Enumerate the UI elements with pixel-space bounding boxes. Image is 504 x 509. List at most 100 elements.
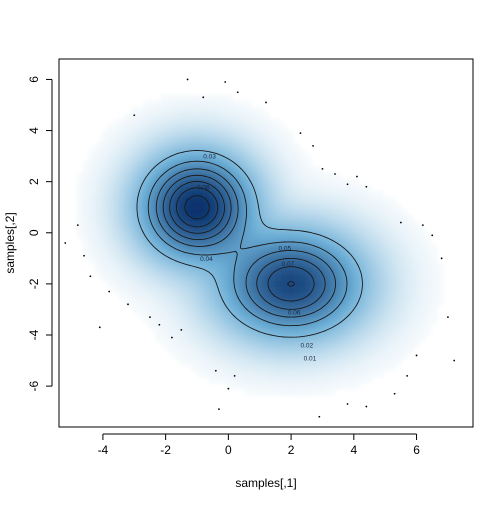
heat-cell xyxy=(89,245,96,252)
heat-cell xyxy=(149,203,156,210)
heat-cell xyxy=(263,377,270,384)
heat-cell xyxy=(263,347,270,354)
heat-cell xyxy=(377,281,384,288)
heat-cell xyxy=(107,233,114,240)
heat-cell xyxy=(425,311,432,318)
heat-cell xyxy=(167,293,174,300)
heat-cell xyxy=(311,203,318,210)
heat-cell xyxy=(281,221,288,228)
heat-cell xyxy=(365,209,372,216)
heat-cell xyxy=(167,113,174,120)
heat-cell xyxy=(215,95,222,102)
heat-cell xyxy=(335,221,342,228)
heat-cell xyxy=(407,329,414,336)
heat-cell xyxy=(203,107,210,114)
heat-cell xyxy=(227,245,234,252)
heat-cell xyxy=(347,215,354,222)
heat-cell xyxy=(269,269,276,276)
heat-cell xyxy=(233,275,240,282)
heat-cell xyxy=(413,251,420,258)
heat-cell xyxy=(359,209,366,216)
contour-line-0.02 xyxy=(147,160,348,327)
heat-cell xyxy=(347,377,354,384)
heat-cell xyxy=(155,281,162,288)
heat-cell xyxy=(371,323,378,330)
heat-cell xyxy=(323,377,330,384)
heat-cell xyxy=(95,269,102,276)
heat-cell xyxy=(365,335,372,342)
heat-cell xyxy=(83,203,90,210)
heat-cell xyxy=(143,287,150,294)
heat-cell xyxy=(359,299,366,306)
heat-cell xyxy=(185,263,192,270)
heat-cell xyxy=(251,293,258,300)
heat-cell xyxy=(299,263,306,270)
heat-cell xyxy=(89,197,96,204)
heat-cell xyxy=(221,299,228,306)
heat-cell xyxy=(143,197,150,204)
heat-cell xyxy=(269,251,276,258)
heat-cell xyxy=(137,173,144,180)
heat-cell xyxy=(167,191,174,198)
heat-cell xyxy=(395,347,402,354)
heat-cell xyxy=(383,353,390,360)
heat-cell xyxy=(95,227,102,234)
heat-cell xyxy=(125,257,132,264)
heat-cell xyxy=(377,323,384,330)
heat-cell xyxy=(221,173,228,180)
heat-cell xyxy=(155,329,162,336)
heat-cell xyxy=(347,233,354,240)
heat-cell xyxy=(227,239,234,246)
heat-cell xyxy=(95,263,102,270)
heat-cell xyxy=(245,251,252,258)
heat-cell xyxy=(197,299,204,306)
heat-cell xyxy=(293,269,300,276)
heat-cell xyxy=(185,185,192,192)
heat-cell xyxy=(365,359,372,366)
heat-cell xyxy=(101,197,108,204)
heat-cell xyxy=(125,137,132,144)
heat-cell xyxy=(419,329,426,336)
heat-cell xyxy=(299,317,306,324)
heat-cell xyxy=(395,311,402,318)
heat-cell xyxy=(353,245,360,252)
heat-cell xyxy=(155,203,162,210)
heat-cell xyxy=(179,359,186,366)
heat-cell xyxy=(287,269,294,276)
heat-cell xyxy=(353,317,360,324)
heat-cell xyxy=(149,197,156,204)
heat-cell xyxy=(341,323,348,330)
heat-cell xyxy=(179,185,186,192)
heat-cell xyxy=(191,137,198,144)
heat-cell xyxy=(137,227,144,234)
heat-cell xyxy=(317,371,324,378)
heat-cell xyxy=(359,347,366,354)
heat-cell xyxy=(221,101,228,108)
heat-cell xyxy=(263,329,270,336)
heat-cell xyxy=(125,113,132,120)
heat-cell xyxy=(155,221,162,228)
heat-cell xyxy=(419,263,426,270)
heat-cell xyxy=(221,335,228,342)
heat-cell xyxy=(371,191,378,198)
heat-cell xyxy=(209,119,216,126)
heat-cell xyxy=(347,323,354,330)
heat-cell xyxy=(197,131,204,138)
heat-cell xyxy=(257,323,264,330)
heat-cell xyxy=(239,179,246,186)
heat-cell xyxy=(173,95,180,102)
heat-cell xyxy=(347,269,354,276)
heat-cell xyxy=(155,149,162,156)
heat-cell xyxy=(275,377,282,384)
heat-cell xyxy=(269,347,276,354)
heat-cell xyxy=(131,251,138,258)
heat-cell xyxy=(197,341,204,348)
heat-cell xyxy=(143,221,150,228)
heat-cell xyxy=(275,281,282,288)
heat-cell xyxy=(215,329,222,336)
heat-cell xyxy=(395,299,402,306)
heat-cell xyxy=(335,269,342,276)
heat-cell xyxy=(287,299,294,306)
heat-cell xyxy=(119,161,126,168)
heat-cell xyxy=(131,269,138,276)
